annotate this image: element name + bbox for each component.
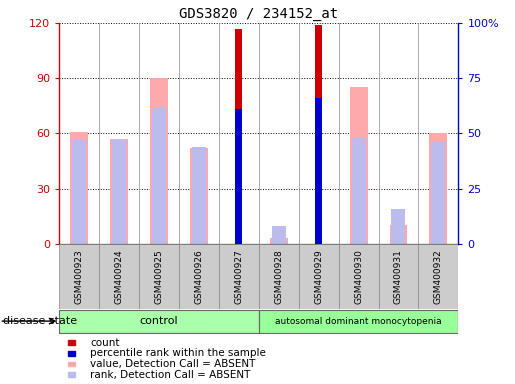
Bar bbox=[299, 244, 339, 309]
Bar bbox=[339, 244, 379, 309]
Bar bbox=[190, 148, 208, 244]
Text: GSM400923: GSM400923 bbox=[75, 249, 83, 304]
Text: GSM400931: GSM400931 bbox=[394, 249, 403, 304]
Bar bbox=[179, 23, 219, 244]
Bar bbox=[339, 23, 379, 244]
Bar bbox=[315, 25, 322, 244]
Text: GSM400926: GSM400926 bbox=[195, 249, 203, 304]
Bar bbox=[299, 23, 339, 244]
Text: GSM400930: GSM400930 bbox=[354, 249, 363, 304]
Text: value, Detection Call = ABSENT: value, Detection Call = ABSENT bbox=[90, 359, 255, 369]
Text: GSM400928: GSM400928 bbox=[274, 249, 283, 304]
Bar bbox=[99, 244, 139, 309]
Bar bbox=[418, 23, 458, 244]
Bar bbox=[70, 132, 88, 244]
Bar bbox=[150, 78, 168, 244]
Bar bbox=[389, 225, 407, 244]
Text: GSM400927: GSM400927 bbox=[234, 249, 243, 304]
Bar bbox=[418, 244, 458, 309]
Bar bbox=[272, 226, 286, 244]
Text: GSM400932: GSM400932 bbox=[434, 249, 443, 304]
Bar bbox=[315, 98, 322, 244]
Bar bbox=[219, 23, 259, 244]
Bar bbox=[270, 238, 288, 244]
Text: autosomal dominant monocytopenia: autosomal dominant monocytopenia bbox=[275, 316, 442, 326]
Bar bbox=[59, 310, 259, 333]
Bar bbox=[219, 244, 259, 309]
Bar bbox=[350, 88, 368, 244]
Title: GDS3820 / 234152_at: GDS3820 / 234152_at bbox=[179, 7, 338, 21]
Bar bbox=[379, 23, 418, 244]
Text: GSM400924: GSM400924 bbox=[115, 249, 124, 304]
Bar bbox=[259, 310, 458, 333]
Bar bbox=[59, 244, 99, 309]
Bar bbox=[432, 142, 445, 244]
Bar bbox=[179, 244, 219, 309]
Bar bbox=[152, 107, 166, 244]
Bar bbox=[139, 23, 179, 244]
Bar bbox=[139, 244, 179, 309]
Text: GSM400925: GSM400925 bbox=[154, 249, 163, 304]
Text: percentile rank within the sample: percentile rank within the sample bbox=[90, 348, 266, 358]
Text: control: control bbox=[140, 316, 178, 326]
Bar bbox=[192, 147, 206, 244]
Bar bbox=[259, 244, 299, 309]
Text: GSM400929: GSM400929 bbox=[314, 249, 323, 304]
Bar bbox=[379, 244, 418, 309]
Bar bbox=[391, 209, 405, 244]
Text: count: count bbox=[90, 338, 119, 348]
Bar bbox=[430, 134, 448, 244]
Bar bbox=[235, 109, 243, 244]
Bar bbox=[235, 28, 243, 244]
Text: rank, Detection Call = ABSENT: rank, Detection Call = ABSENT bbox=[90, 370, 250, 380]
Bar bbox=[59, 23, 99, 244]
Bar bbox=[259, 23, 299, 244]
Bar bbox=[112, 140, 126, 244]
Bar bbox=[110, 139, 128, 244]
Bar bbox=[352, 138, 366, 244]
Bar bbox=[99, 23, 139, 244]
Text: disease state: disease state bbox=[3, 316, 77, 326]
Bar bbox=[72, 140, 86, 244]
